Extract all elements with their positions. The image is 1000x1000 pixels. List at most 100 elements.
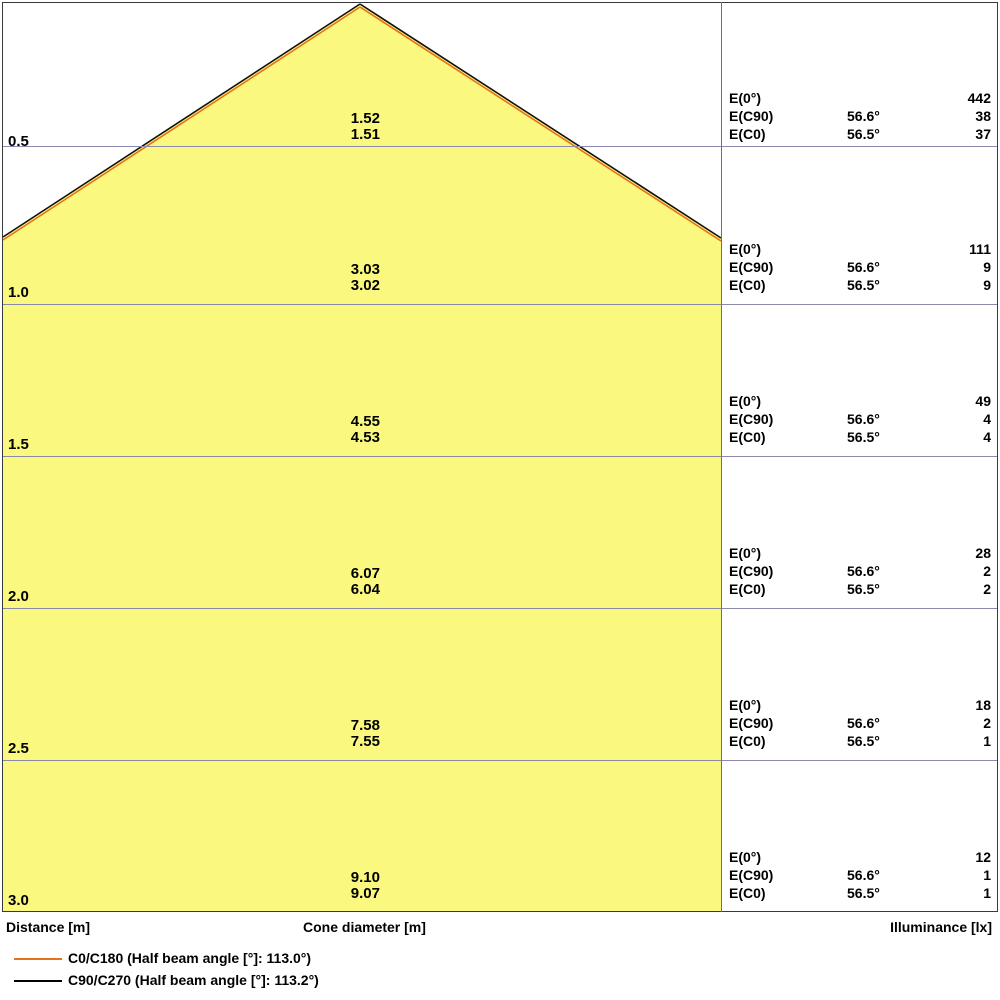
cone-diameter-c90-3: 6.07 xyxy=(350,565,380,582)
illuminance-name: E(C0) xyxy=(729,277,766,293)
illuminance-value: 18 xyxy=(975,697,991,713)
illuminance-angle: 56.6° xyxy=(847,259,880,275)
illuminance-row-c90-0: E(C90) 56.6° 38 xyxy=(729,107,991,125)
cone-edge-c90-left xyxy=(2,3,361,238)
illuminance-name: E(0°) xyxy=(729,849,762,865)
illuminance-row-center-2: E(0°) 49 xyxy=(729,392,991,410)
illuminance-name: E(C90) xyxy=(729,411,774,427)
cone-diameter-pair-5: 9.10 9.07 xyxy=(250,870,380,902)
cone-diameter-pair-4: 7.58 7.55 xyxy=(250,718,380,750)
illuminance-name: E(C0) xyxy=(729,429,766,445)
cone-diameter-c90-0: 1.52 xyxy=(350,110,380,127)
axis-caption-distance: Distance [m] xyxy=(6,919,91,935)
legend-swatch-c90-c270 xyxy=(14,980,62,982)
illuminance-value: 2 xyxy=(983,715,991,731)
illuminance-name: E(C0) xyxy=(729,126,766,142)
illuminance-row-c0-1: E(C0) 56.5° 9 xyxy=(729,276,991,294)
cone-diameter-pair-3: 6.07 6.04 xyxy=(250,566,380,598)
illuminance-row-c0-4: E(C0) 56.5° 1 xyxy=(729,732,991,750)
illuminance-name: E(C0) xyxy=(729,581,766,597)
illuminance-row-c90-2: E(C90) 56.6° 4 xyxy=(729,410,991,428)
illuminance-row-c0-5: E(C0) 56.5° 1 xyxy=(729,884,991,902)
illuminance-row-center-4: E(0°) 18 xyxy=(729,696,991,714)
distance-label-2: 1.5 xyxy=(8,436,29,453)
cone-diameter-pair-0: 1.52 1.51 xyxy=(250,111,380,143)
illuminance-angle: 56.6° xyxy=(847,411,880,427)
illuminance-angle: 56.5° xyxy=(847,277,880,293)
cone-diameter-c0-2: 4.53 xyxy=(350,429,380,446)
footer-captions: Distance [m] Cone diameter [m] Illuminan… xyxy=(0,919,1000,941)
cone-diameter-c0-5: 9.07 xyxy=(350,885,380,902)
illuminance-name: E(C90) xyxy=(729,259,774,275)
legend: C0/C180 (Half beam angle [°]: 113.0°) C9… xyxy=(0,948,1000,992)
illuminance-name: E(C90) xyxy=(729,867,774,883)
distance-label-1: 1.0 xyxy=(8,284,29,301)
illuminance-value: 442 xyxy=(967,90,991,106)
illuminance-value: 4 xyxy=(983,411,991,427)
illuminance-value: 49 xyxy=(975,393,991,409)
illuminance-value: 1 xyxy=(983,867,991,883)
cone-diameter-c90-2: 4.55 xyxy=(350,413,380,430)
legend-swatch-c0-c180 xyxy=(14,958,62,960)
illuminance-value: 12 xyxy=(975,849,991,865)
illuminance-value: 37 xyxy=(975,126,991,142)
illuminance-row-c90-1: E(C90) 56.6° 9 xyxy=(729,258,991,276)
cone-fill xyxy=(3,4,721,911)
illuminance-block-2: E(0°) 49 E(C90) 56.6° 4 E(C0) 56.5° 4 xyxy=(729,392,991,446)
axis-caption-cone-diameter: Cone diameter [m] xyxy=(303,919,426,935)
illuminance-value: 4 xyxy=(983,429,991,445)
cone-diameter-c0-0: 1.51 xyxy=(350,126,380,143)
illuminance-name: E(C90) xyxy=(729,563,774,579)
illuminance-name: E(0°) xyxy=(729,393,762,409)
cone-graphic xyxy=(2,3,997,911)
cone-diameter-pair-1: 3.03 3.02 xyxy=(250,262,380,294)
cone-diameter-c0-3: 6.04 xyxy=(350,581,380,598)
illuminance-value: 9 xyxy=(983,277,991,293)
illuminance-value: 1 xyxy=(983,733,991,749)
illuminance-angle: 56.5° xyxy=(847,733,880,749)
legend-item-c90-c270: C90/C270 (Half beam angle [°]: 113.2°) xyxy=(0,970,1000,992)
illuminance-row-c0-3: E(C0) 56.5° 2 xyxy=(729,580,991,598)
illuminance-value: 1 xyxy=(983,885,991,901)
distance-label-5: 3.0 xyxy=(8,892,29,909)
legend-label-c90-c270: C90/C270 (Half beam angle [°]: 113.2°) xyxy=(68,972,319,988)
cone-diameter-c0-1: 3.02 xyxy=(350,277,380,294)
cone-diameter-c90-4: 7.58 xyxy=(350,717,380,734)
illuminance-name: E(C0) xyxy=(729,733,766,749)
illuminance-angle: 56.6° xyxy=(847,867,880,883)
illuminance-name: E(0°) xyxy=(729,697,762,713)
illuminance-name: E(0°) xyxy=(729,545,762,561)
legend-label-c0-c180: C0/C180 (Half beam angle [°]: 113.0°) xyxy=(68,950,312,966)
cone-diameter-pair-2: 4.55 4.53 xyxy=(250,414,380,446)
illuminance-value: 28 xyxy=(975,545,991,561)
illuminance-row-c90-5: E(C90) 56.6° 1 xyxy=(729,866,991,884)
legend-item-c0-c180: C0/C180 (Half beam angle [°]: 113.0°) xyxy=(0,948,1000,970)
illuminance-block-5: E(0°) 12 E(C90) 56.6° 1 E(C0) 56.5° 1 xyxy=(729,848,991,902)
illuminance-value: 2 xyxy=(983,563,991,579)
illuminance-row-c90-3: E(C90) 56.6° 2 xyxy=(729,562,991,580)
illuminance-angle: 56.5° xyxy=(847,885,880,901)
cone-diameter-c90-1: 3.03 xyxy=(350,261,380,278)
illuminance-row-c90-4: E(C90) 56.6° 2 xyxy=(729,714,991,732)
illuminance-angle: 56.6° xyxy=(847,715,880,731)
illuminance-row-center-0: E(0°) 442 xyxy=(729,89,991,107)
illuminance-name: E(C0) xyxy=(729,885,766,901)
distance-label-0: 0.5 xyxy=(8,133,29,150)
axis-caption-illuminance: Illuminance [lx] xyxy=(890,919,992,935)
cone-edge-c0-left xyxy=(2,6,361,241)
illuminance-angle: 56.6° xyxy=(847,108,880,124)
illuminance-block-1: E(0°) 111 E(C90) 56.6° 9 E(C0) 56.5° 9 xyxy=(729,240,991,294)
illuminance-block-3: E(0°) 28 E(C90) 56.6° 2 E(C0) 56.5° 2 xyxy=(729,544,991,598)
illuminance-value: 38 xyxy=(975,108,991,124)
illuminance-name: E(0°) xyxy=(729,241,762,257)
cone-edge-c90-right xyxy=(359,3,722,239)
illuminance-angle: 56.5° xyxy=(847,581,880,597)
illuminance-name: E(C90) xyxy=(729,715,774,731)
illuminance-name: E(0°) xyxy=(729,90,762,106)
illuminance-value: 2 xyxy=(983,581,991,597)
cone-edge-c0-right xyxy=(359,6,722,242)
illuminance-angle: 56.6° xyxy=(847,563,880,579)
illuminance-row-c0-2: E(C0) 56.5° 4 xyxy=(729,428,991,446)
illuminance-angle: 56.5° xyxy=(847,429,880,445)
